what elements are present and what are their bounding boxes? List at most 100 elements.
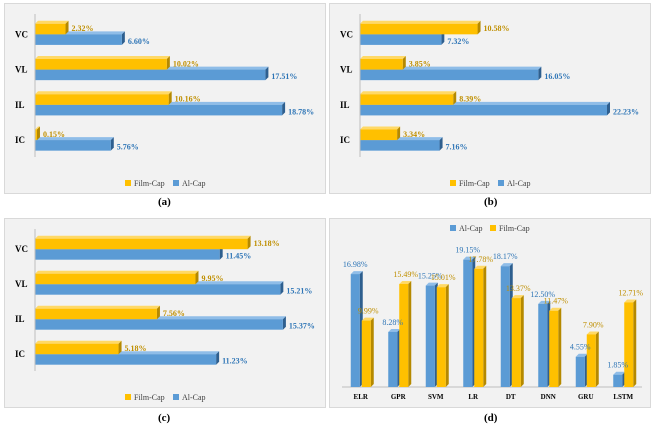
- chart-d-category-label-0: ELR: [354, 393, 369, 401]
- chart-c-legend-swatch-al-cap: [173, 394, 179, 400]
- chart-d-bar-al-cap-1-top: [388, 328, 401, 332]
- chart-d-bar-al-cap-3: [463, 259, 473, 387]
- chart-a-bar-al-cap-3: [35, 140, 111, 151]
- chart-c-bar-film-cap-1-top: [35, 270, 199, 274]
- chart-c-bar-film-cap-2: [35, 308, 157, 320]
- chart-d-data-label-al-cap-4: 18.17%: [493, 252, 518, 261]
- chart-a-data-label-film-cap-0: 2.32%: [72, 24, 94, 33]
- chart-c-bar-film-cap-3-side: [118, 340, 122, 355]
- chart-b-bar-film-cap-3: [360, 129, 398, 141]
- chart-panel-b: VC 10.58% 7.32% VL 3.85% 16.05% IL 8.39% 22.23% I…: [329, 3, 651, 194]
- chart-d-bar-film-cap-3-top: [474, 265, 487, 269]
- chart-b-legend-swatch-al-cap: [498, 180, 504, 186]
- chart-c-category-label-0: VC: [15, 244, 28, 254]
- chart-d-category-label-6: GRU: [578, 393, 594, 401]
- chart-d-bar-film-cap-5-side: [558, 307, 562, 387]
- chart-d-bar-film-cap-6-side: [595, 331, 599, 387]
- chart-b: VC 10.58% 7.32% VL 3.85% 16.05% IL 8.39% 22.23% I…: [340, 14, 639, 188]
- chart-d-category-label-4: DT: [506, 393, 516, 401]
- chart-a-bar-film-cap-2: [35, 94, 169, 105]
- chart-a-data-label-al-cap-3: 5.76%: [117, 143, 139, 152]
- chart-d-bar-film-cap-7-side: [633, 299, 637, 387]
- chart-d-legend-label-film-cap: Film-Cap: [499, 224, 530, 233]
- chart-d-bar-film-cap-6: [586, 334, 596, 387]
- chart-a-bar-al-cap-2-side: [282, 101, 286, 116]
- chart-b-legend-label-film-cap: Film-Cap: [459, 179, 490, 188]
- chart-d-legend-label-al-cap: Al-Cap: [459, 224, 483, 233]
- chart-a-bar-al-cap-3-side: [110, 137, 114, 151]
- chart-a-bar-al-cap-1: [35, 69, 266, 81]
- chart-d-bar-film-cap-4-side: [520, 295, 524, 387]
- chart-d-category-label-5: DNN: [541, 393, 556, 401]
- chart-a-category-label-3: IC: [15, 135, 25, 145]
- chart-c-legend-label-film-cap: Film-Cap: [134, 393, 165, 402]
- chart-d-category-label-7: LSTM: [613, 393, 633, 401]
- chart-b-data-label-film-cap-3: 3.34%: [403, 130, 425, 139]
- chart-a-category-label-0: VC: [15, 29, 28, 39]
- chart-c-bar-al-cap-1: [35, 284, 281, 295]
- chart-d-data-label-al-cap-6: 4.55%: [570, 343, 591, 352]
- chart-c-bar-film-cap-3: [35, 343, 119, 355]
- chart-d-bar-film-cap-0-top: [361, 317, 374, 321]
- chart-c-bar-film-cap-3-top: [35, 340, 122, 344]
- chart-d-bar-al-cap-0-top: [350, 271, 363, 275]
- chart-d-bar-film-cap-5-top: [549, 307, 562, 311]
- chart-a-data-label-al-cap-2: 18.78%: [288, 107, 314, 116]
- chart-b-bar-al-cap-1: [360, 69, 539, 81]
- chart-d-bar-film-cap-5: [549, 310, 559, 387]
- chart-c-bar-film-cap-1-side: [195, 270, 199, 285]
- chart-c-data-label-film-cap-1: 9.95%: [201, 274, 223, 283]
- chart-a-bar-al-cap-2: [35, 104, 283, 116]
- chart-d-data-label-film-cap-1: 15.49%: [393, 270, 418, 279]
- chart-d-bar-al-cap-4: [500, 266, 510, 387]
- chart-d-bar-film-cap-1: [399, 283, 409, 387]
- chart-a-bar-film-cap-1: [35, 59, 167, 70]
- chart-a-data-label-film-cap-2: 10.16%: [175, 95, 201, 104]
- chart-d-data-label-film-cap-5: 11.47%: [544, 297, 569, 306]
- chart-c-data-label-al-cap-3: 11.23%: [222, 357, 248, 366]
- chart-b-legend-label-al-cap: Al-Cap: [507, 179, 531, 188]
- chart-b-bar-film-cap-1-top: [360, 56, 406, 60]
- chart-c-bar-al-cap-0: [35, 249, 220, 260]
- chart-d-data-label-al-cap-0: 16.98%: [343, 260, 368, 269]
- chart-d-bar-al-cap-4-top: [500, 263, 513, 267]
- chart-b-bar-al-cap-0: [360, 34, 442, 45]
- chart-a-bar-film-cap-1-top: [35, 56, 170, 60]
- chart-d-bar-film-cap-1-side: [408, 280, 412, 387]
- chart-c-data-label-film-cap-0: 13.18%: [254, 239, 280, 248]
- chart-c-bar-film-cap-0-side: [247, 235, 251, 250]
- chart-d-bar-film-cap-7-top: [624, 299, 637, 303]
- chart-a-data-label-film-cap-1: 10.02%: [173, 59, 199, 68]
- chart-d-category-label-1: GPR: [391, 393, 407, 401]
- chart-b-bar-al-cap-2: [360, 104, 607, 116]
- chart-c-bar-al-cap-2: [35, 319, 283, 330]
- chart-c-bar-film-cap-1: [35, 273, 196, 285]
- chart-d-bar-al-cap-2: [425, 285, 435, 387]
- chart-a-bar-film-cap-3: [35, 129, 37, 141]
- chart-d-bar-al-cap-5-top: [538, 300, 551, 304]
- chart-c-bar-al-cap-0-side: [219, 246, 223, 260]
- chart-d-data-label-film-cap-4: 13.37%: [506, 284, 531, 293]
- chart-d-bar-film-cap-4-top: [511, 295, 524, 299]
- chart-b-bar-al-cap-1-side: [538, 66, 542, 81]
- chart-d-bar-film-cap-3-side: [483, 265, 487, 387]
- chart-panel-a: VC 2.32% 6.60% VL 10.02% 17.51% IL 10.16% 18.78%…: [4, 3, 326, 194]
- chart-d-bar-al-cap-2-top: [425, 282, 438, 286]
- chart-b-bar-al-cap-3-side: [439, 137, 443, 151]
- chart-b-data-label-film-cap-2: 8.39%: [459, 95, 481, 104]
- chart-c-data-label-film-cap-3: 5.18%: [125, 344, 147, 353]
- chart-b-data-label-al-cap-1: 16.05%: [544, 72, 570, 81]
- chart-a-bar-film-cap-1-side: [166, 56, 170, 70]
- chart-d-bar-al-cap-7-top: [613, 371, 626, 375]
- chart-d-bar-film-cap-6-top: [586, 331, 599, 335]
- chart-c-data-label-film-cap-2: 7.56%: [163, 309, 185, 318]
- chart-a-bar-film-cap-0-top: [35, 20, 69, 24]
- chart-b-bar-film-cap-2-side: [453, 91, 457, 105]
- chart-a-bar-film-cap-0: [35, 23, 66, 35]
- chart-d-data-label-al-cap-7: 1.85%: [607, 361, 628, 370]
- caption-d: (d): [484, 412, 498, 424]
- chart-b-bar-film-cap-0-side: [477, 20, 481, 35]
- caption-a: (a): [158, 196, 171, 208]
- chart-d-data-label-al-cap-1: 8.28%: [382, 318, 403, 327]
- chart-d-data-label-al-cap-2: 15.25%: [418, 272, 443, 281]
